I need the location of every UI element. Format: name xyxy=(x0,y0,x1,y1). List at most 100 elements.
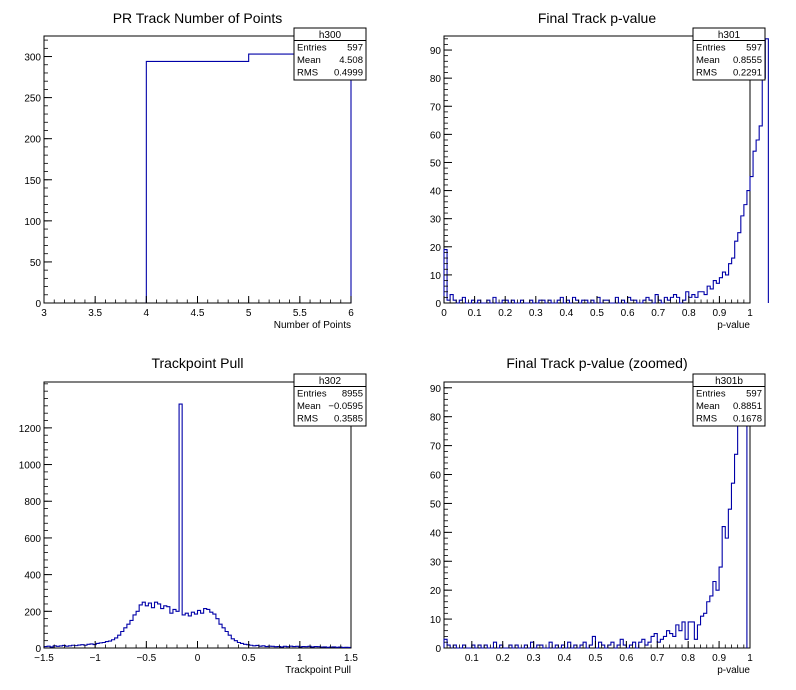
y-tick-label: 70 xyxy=(430,102,442,113)
histogram-bin xyxy=(253,646,256,648)
histogram-bin xyxy=(333,647,336,648)
histogram-bin xyxy=(108,641,111,648)
histogram-bin xyxy=(744,205,747,303)
histogram-bin xyxy=(493,297,496,303)
x-tick-label: 0 xyxy=(195,653,201,664)
stats-row-label: Mean xyxy=(297,401,321,412)
histogram-bin xyxy=(589,645,592,648)
histogram-bin xyxy=(557,300,560,303)
histogram-bin xyxy=(645,645,648,648)
histogram-bin xyxy=(231,639,234,648)
y-tick-label: 200 xyxy=(24,607,41,618)
histogram-bin xyxy=(664,297,667,303)
histogram-bin xyxy=(667,631,670,648)
histogram-bin xyxy=(747,191,750,303)
x-tick-label: 0.2 xyxy=(498,308,512,319)
y-tick-label: 90 xyxy=(430,384,442,395)
histogram-bin xyxy=(453,645,456,648)
histogram-bin xyxy=(750,177,753,303)
histogram-bin xyxy=(59,646,62,648)
x-tick-label: −1.5 xyxy=(34,653,54,664)
x-tick-label: 0.5 xyxy=(242,653,256,664)
histogram-bin xyxy=(524,645,527,648)
histogram-bin xyxy=(617,645,620,648)
x-tick-label: −0.5 xyxy=(136,653,156,664)
histogram-bin xyxy=(511,300,514,303)
histogram-bin xyxy=(299,647,302,648)
chart-panel-3: Trackpoint Pull −1.5 −1 −0.5 0 0.5 1 1.5 0 200 400… xyxy=(19,355,367,676)
stats-row-value: 8955 xyxy=(342,389,363,400)
histogram-bin xyxy=(698,292,701,303)
histogram-bin xyxy=(105,642,108,648)
x-tick-label: 0.9 xyxy=(712,653,726,664)
x-tick-label: 4.5 xyxy=(191,308,205,319)
histogram-bin xyxy=(548,300,551,303)
histogram-bin xyxy=(259,646,262,648)
histogram-bin xyxy=(112,640,115,648)
histogram-bin xyxy=(707,286,710,303)
histogram-bin xyxy=(234,641,237,648)
histogram-bin xyxy=(133,615,136,648)
histogram-bin xyxy=(716,590,719,648)
histogram-bin xyxy=(585,300,588,303)
histogram-bin xyxy=(256,645,259,648)
histogram-bin xyxy=(741,216,744,303)
stats-box-frame xyxy=(293,373,367,427)
x-tick-label: 0.8 xyxy=(682,308,696,319)
x-tick-label: 0 xyxy=(441,308,447,319)
histogram-bin xyxy=(170,613,173,648)
histogram-bin xyxy=(603,300,606,303)
histogram-bin xyxy=(148,603,151,648)
histogram-bin xyxy=(487,300,490,303)
histogram-bin xyxy=(530,300,533,303)
y-tick-label: 600 xyxy=(24,534,41,545)
histogram-bin xyxy=(540,645,543,648)
x-tick-label: 1 xyxy=(747,308,753,319)
chart-panel-1: PR Track Number of Points 3 3.5 4 4.5 5 5.5 6 0 5… xyxy=(24,10,367,331)
histogram-bin xyxy=(611,642,614,648)
x-tick-label: 5.5 xyxy=(293,308,307,319)
histogram-bin xyxy=(676,625,679,648)
histogram-bin xyxy=(643,300,646,303)
histogram-series xyxy=(443,38,769,304)
histogram-bin xyxy=(188,616,191,648)
y-tick-label: 50 xyxy=(430,499,442,510)
stats-box-name: h301b xyxy=(715,376,743,387)
y-tick-label: 10 xyxy=(430,271,442,282)
y-tick-label: 80 xyxy=(430,413,442,424)
histogram-bin xyxy=(336,647,339,648)
chart-title: Final Track p-value (zoomed) xyxy=(506,355,687,371)
histogram-bin xyxy=(146,61,248,303)
y-tick-label: 20 xyxy=(430,586,442,597)
histogram-bin xyxy=(537,645,540,648)
histogram-bin xyxy=(237,642,240,648)
y-tick-label: 20 xyxy=(430,243,442,254)
x-tick-label: 0.5 xyxy=(589,653,603,664)
histogram-bin xyxy=(124,628,127,648)
y-tick-label: 60 xyxy=(430,130,442,141)
histogram-bin xyxy=(262,646,265,648)
histogram-bin xyxy=(311,647,314,648)
histogram-bin xyxy=(93,645,96,648)
y-tick-label: 100 xyxy=(24,217,41,228)
histogram-bin xyxy=(692,295,695,303)
histogram-bin xyxy=(660,639,663,648)
chart-title: Final Track p-value xyxy=(538,10,656,26)
histogram-bin xyxy=(670,634,673,648)
histogram-bin xyxy=(247,645,250,648)
histogram-series xyxy=(145,53,352,303)
histogram-bin xyxy=(713,582,716,649)
stats-row-value: 597 xyxy=(746,389,762,400)
stats-box: h302 Entries 8955 Mean −0.0595 RMS 0.3585 xyxy=(293,373,367,427)
histogram-bin xyxy=(274,647,277,648)
histogram-bin xyxy=(629,645,632,648)
histogram-bin xyxy=(576,300,579,303)
stats-box-frame xyxy=(293,27,367,81)
chart-title: PR Track Number of Points xyxy=(113,10,283,26)
histogram-bin xyxy=(244,644,247,648)
histogram-bin xyxy=(484,645,487,648)
histogram-bin xyxy=(682,622,685,648)
histogram-bin xyxy=(287,647,290,648)
histogram-bin xyxy=(317,647,320,648)
histogram-bin xyxy=(695,297,698,303)
